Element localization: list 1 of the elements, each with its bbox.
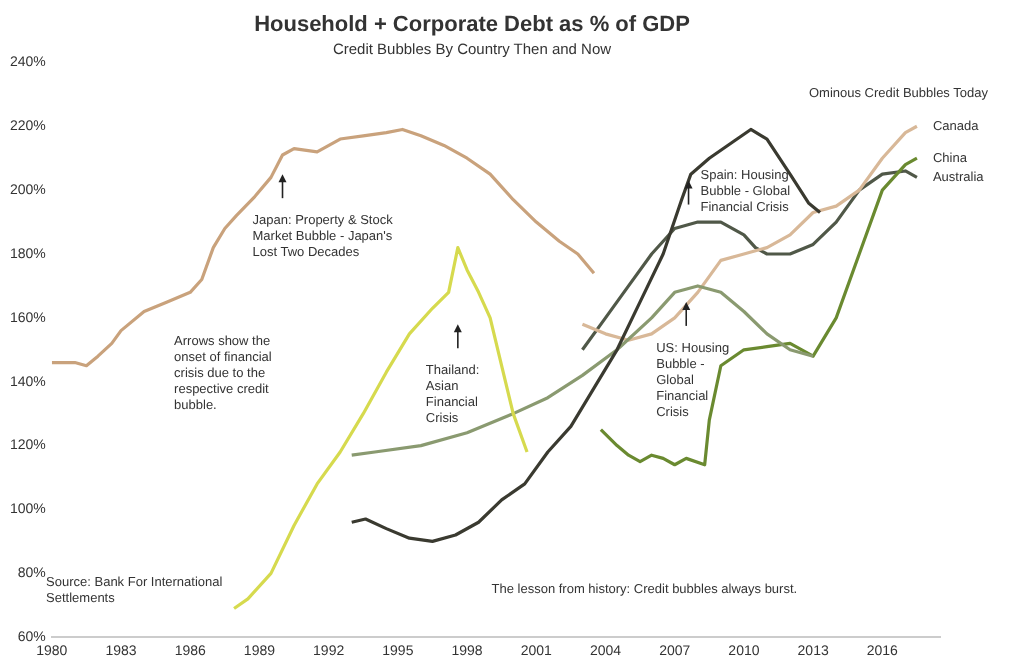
chart-title: Household + Corporate Debt as % of GDP <box>254 13 690 38</box>
